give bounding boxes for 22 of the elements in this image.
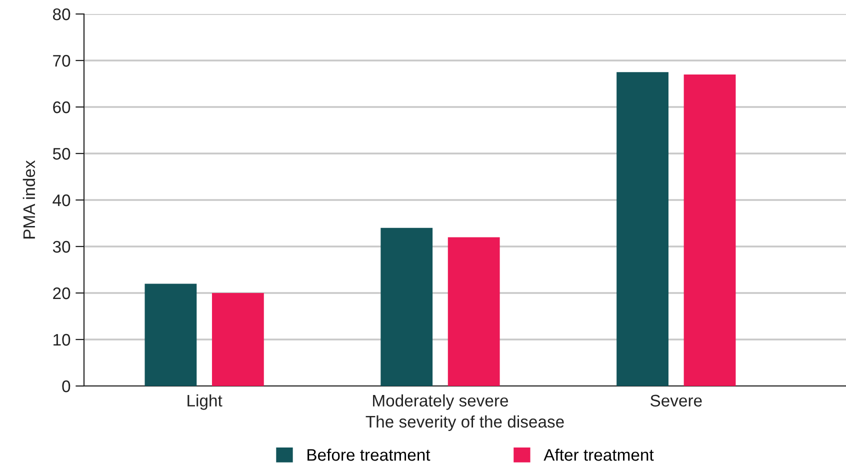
bar [448,237,500,386]
y-tick-label: 10 [54,334,70,346]
y-axis-title: PMA index [22,160,36,238]
y-tick-label: 20 [53,287,70,300]
y-tick-label: 60 [53,101,70,114]
y-tick-label: 80 [52,8,70,20]
y-tick-label: 0 [62,380,70,392]
y-tick-label: 30 [52,240,70,253]
y-tick-label: 70 [53,54,70,67]
bar [380,228,433,386]
x-axis-title: The severity of the disease [366,415,564,431]
legend-label: After treatment [544,448,654,461]
bar [684,74,736,386]
x-tick-label: Light [188,394,222,410]
x-tick-label: Moderately severe [373,394,508,410]
x-tick-label: Severe [650,394,702,407]
y-tick-label: 50 [52,148,70,160]
y-tick-label: 40 [52,194,70,206]
bar [212,293,264,386]
bar [144,284,197,386]
bar [616,72,668,386]
legend-label: Before treatment [308,448,430,461]
